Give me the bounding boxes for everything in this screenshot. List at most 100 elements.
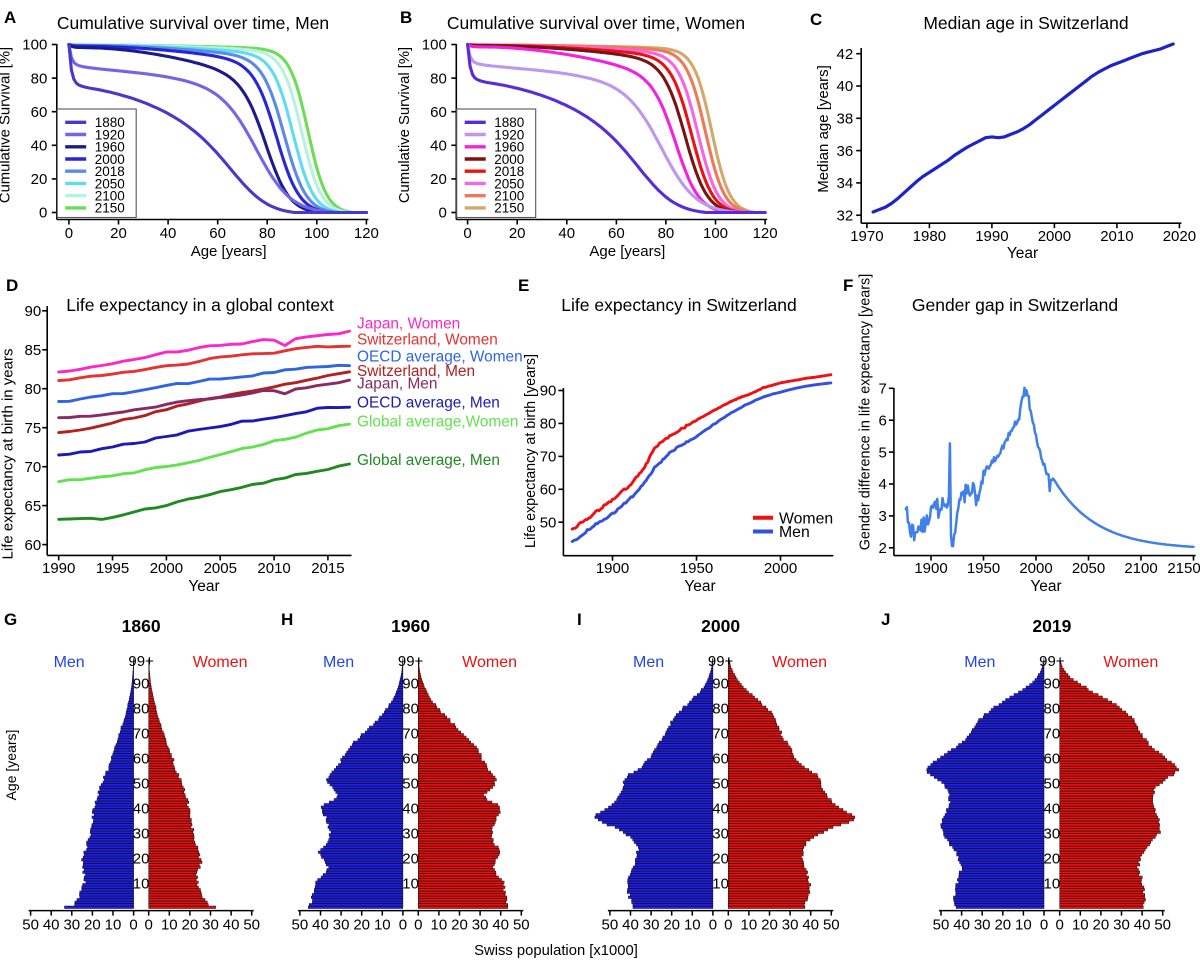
svg-text:70: 70 xyxy=(712,726,729,743)
svg-text:1960: 1960 xyxy=(391,616,430,636)
svg-text:40: 40 xyxy=(31,138,48,155)
svg-text:80: 80 xyxy=(430,70,447,87)
svg-text:30: 30 xyxy=(472,917,489,934)
svg-text:Cumulative Survival [%]: Cumulative Survival [%] xyxy=(0,47,13,203)
svg-text:60: 60 xyxy=(540,481,557,498)
svg-text:50: 50 xyxy=(602,917,619,934)
svg-text:2050: 2050 xyxy=(95,176,125,191)
svg-text:Men: Men xyxy=(779,524,810,541)
svg-text:0: 0 xyxy=(1040,917,1048,934)
svg-text:2000: 2000 xyxy=(1038,228,1071,245)
svg-text:2000: 2000 xyxy=(764,560,797,577)
svg-text:Swiss population [x1000]: Swiss population [x1000] xyxy=(474,943,638,959)
svg-text:50: 50 xyxy=(1154,917,1171,934)
svg-text:C: C xyxy=(810,10,822,29)
svg-text:Japan, Men: Japan, Men xyxy=(357,376,437,393)
svg-text:Life expectancy at birth in ye: Life expectancy at birth in years xyxy=(0,349,16,560)
svg-text:70: 70 xyxy=(402,726,419,743)
svg-text:40: 40 xyxy=(312,917,329,934)
svg-text:Year: Year xyxy=(1030,578,1061,595)
svg-text:Gender difference in life expe: Gender difference in life expectancy [ye… xyxy=(858,274,874,551)
svg-text:Median age [years]: Median age [years] xyxy=(815,65,832,193)
svg-text:0: 0 xyxy=(39,205,47,222)
svg-text:D: D xyxy=(6,276,18,295)
svg-text:50: 50 xyxy=(513,917,530,934)
svg-text:Global average,Women: Global average,Women xyxy=(357,414,518,431)
svg-text:2000: 2000 xyxy=(95,152,125,167)
svg-text:Women: Women xyxy=(193,654,248,671)
svg-text:F: F xyxy=(843,276,853,295)
svg-text:20: 20 xyxy=(182,917,199,934)
svg-text:Women: Women xyxy=(462,654,517,671)
svg-text:120: 120 xyxy=(354,225,379,242)
svg-text:Women: Women xyxy=(779,510,833,527)
svg-text:75: 75 xyxy=(25,420,42,437)
svg-text:Life expectancy at birth [year: Life expectancy at birth [years] xyxy=(523,354,539,548)
svg-text:70: 70 xyxy=(25,459,42,476)
svg-text:1980: 1980 xyxy=(913,228,946,245)
svg-text:4: 4 xyxy=(879,476,887,493)
svg-text:40: 40 xyxy=(712,801,729,818)
svg-text:99+: 99+ xyxy=(398,653,424,670)
svg-text:80: 80 xyxy=(133,701,150,718)
svg-text:2019: 2019 xyxy=(1032,616,1071,636)
svg-text:10: 10 xyxy=(1072,917,1089,934)
svg-text:60: 60 xyxy=(133,751,150,768)
svg-text:0: 0 xyxy=(414,917,422,934)
svg-text:30: 30 xyxy=(202,917,219,934)
svg-text:B: B xyxy=(400,8,412,27)
svg-text:Men: Men xyxy=(323,654,354,671)
svg-text:Year: Year xyxy=(188,578,219,595)
svg-text:60: 60 xyxy=(209,225,226,242)
svg-text:Cumulative survival over time,: Cumulative survival over time, Women xyxy=(447,13,745,33)
svg-text:0: 0 xyxy=(129,917,137,934)
svg-text:100: 100 xyxy=(22,37,47,54)
svg-text:40: 40 xyxy=(953,917,970,934)
svg-text:Japan, Women: Japan, Women xyxy=(357,316,460,333)
svg-text:1900: 1900 xyxy=(596,560,629,577)
svg-text:60: 60 xyxy=(1044,751,1061,768)
svg-text:0: 0 xyxy=(399,917,407,934)
svg-text:60: 60 xyxy=(25,537,42,554)
svg-text:40: 40 xyxy=(430,138,447,155)
svg-text:80: 80 xyxy=(1044,701,1061,718)
svg-text:Switzerland, Women: Switzerland, Women xyxy=(357,332,498,349)
svg-text:I: I xyxy=(577,610,582,629)
svg-text:90: 90 xyxy=(712,676,729,693)
svg-text:10: 10 xyxy=(105,917,122,934)
svg-text:2000: 2000 xyxy=(494,152,524,167)
svg-text:J: J xyxy=(881,610,890,629)
svg-text:40: 40 xyxy=(802,917,819,934)
svg-text:60: 60 xyxy=(430,104,447,121)
svg-text:2100: 2100 xyxy=(494,188,524,203)
svg-text:50: 50 xyxy=(933,917,950,934)
svg-text:30: 30 xyxy=(1113,917,1130,934)
svg-text:80: 80 xyxy=(31,70,48,87)
svg-text:1880: 1880 xyxy=(494,115,524,130)
svg-text:20: 20 xyxy=(353,917,370,934)
svg-text:20: 20 xyxy=(509,225,526,242)
svg-text:50: 50 xyxy=(540,514,557,531)
svg-text:2005: 2005 xyxy=(204,560,237,577)
svg-text:2015: 2015 xyxy=(311,560,344,577)
svg-text:30: 30 xyxy=(782,917,799,934)
svg-text:30: 30 xyxy=(63,917,80,934)
svg-text:2150: 2150 xyxy=(494,201,524,216)
svg-text:A: A xyxy=(4,8,16,27)
svg-text:Global average, Men: Global average, Men xyxy=(357,452,500,469)
svg-text:2018: 2018 xyxy=(95,164,125,179)
svg-text:32: 32 xyxy=(837,207,854,224)
svg-text:2100: 2100 xyxy=(95,188,125,203)
svg-text:80: 80 xyxy=(402,701,419,718)
svg-text:10: 10 xyxy=(402,876,419,893)
svg-text:Men: Men xyxy=(633,654,664,671)
svg-text:0: 0 xyxy=(65,225,73,242)
svg-text:1900: 1900 xyxy=(914,560,947,577)
svg-text:99+: 99+ xyxy=(708,653,734,670)
svg-text:H: H xyxy=(281,610,293,629)
svg-text:36: 36 xyxy=(837,143,854,160)
svg-text:90: 90 xyxy=(133,676,150,693)
svg-text:1990: 1990 xyxy=(42,560,75,577)
svg-text:100: 100 xyxy=(703,225,728,242)
svg-text:Women: Women xyxy=(1103,654,1158,671)
